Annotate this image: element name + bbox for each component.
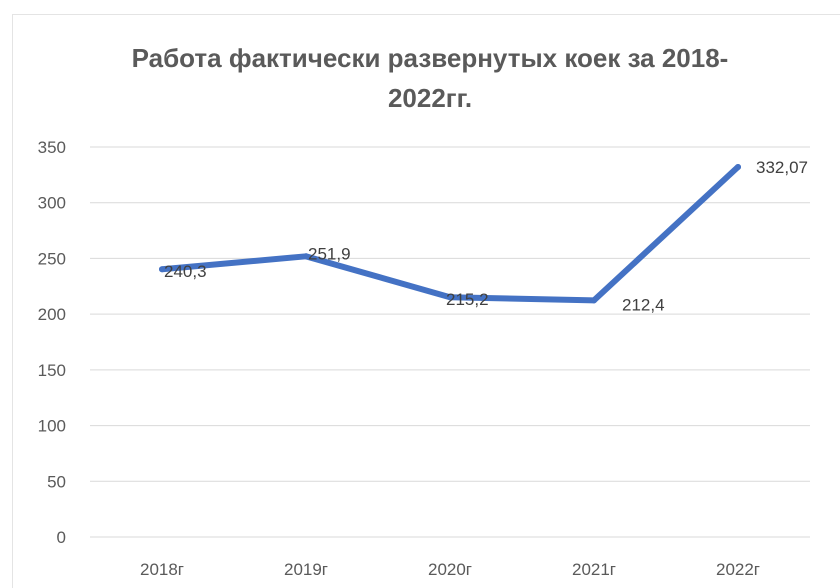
data-point [159, 266, 165, 273]
x-tick-label: 2020г [428, 560, 472, 579]
series-line [159, 163, 741, 304]
chart-title-line-2: 2022гг. [387, 83, 473, 113]
data-label: 215,2 [446, 290, 489, 309]
chart-border [12, 14, 840, 588]
y-tick-label: 0 [57, 528, 66, 547]
x-tick-label: 2021г [572, 560, 616, 579]
data-point [447, 294, 453, 301]
data-label: 240,3 [164, 262, 207, 281]
x-tick-label: 2018г [140, 560, 184, 579]
data-label: 212,4 [622, 295, 665, 314]
data-label: 251,9 [308, 244, 351, 263]
data-point [591, 297, 597, 304]
y-tick-label: 100 [38, 417, 66, 436]
y-tick-label: 50 [47, 472, 66, 491]
y-tick-label: 300 [38, 194, 66, 213]
data-point [735, 163, 741, 170]
y-tick-label: 150 [38, 361, 66, 380]
data-point [303, 253, 309, 260]
data-label: 332,07 [756, 158, 808, 177]
y-tick-label: 200 [38, 305, 66, 324]
x-tick-label: 2022г [716, 560, 760, 579]
x-tick-label: 2019г [284, 560, 328, 579]
y-tick-label: 350 [38, 138, 66, 157]
chart-title: Работа фактически развернутых коек за 20… [90, 38, 770, 118]
chart-title-line-1: Работа фактически развернутых коек за 20… [131, 43, 729, 73]
y-tick-label: 250 [38, 249, 66, 268]
